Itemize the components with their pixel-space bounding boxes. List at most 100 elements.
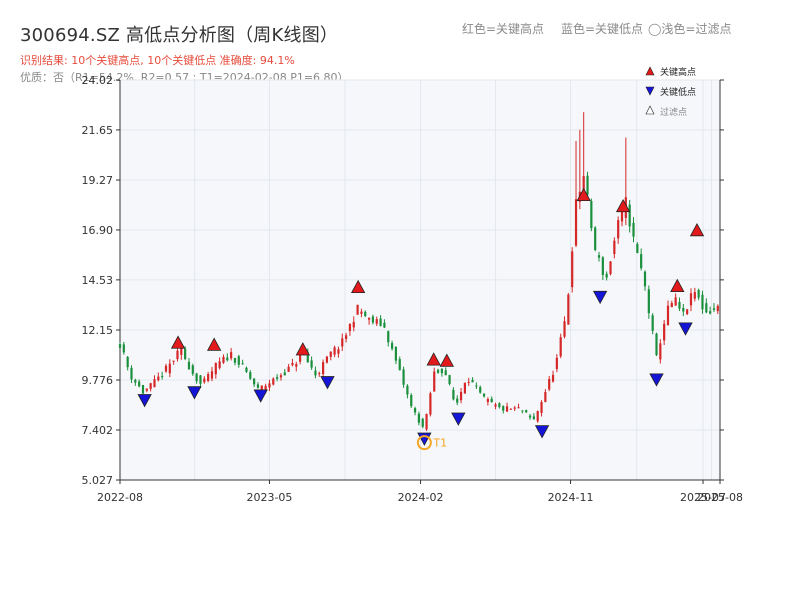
t1-marker xyxy=(416,435,432,451)
candle-body xyxy=(306,352,309,363)
candle-body xyxy=(295,364,298,367)
candle-body xyxy=(590,201,593,229)
candle-body xyxy=(149,383,152,389)
candle-body xyxy=(586,175,589,195)
candle-body xyxy=(233,358,237,363)
candle-body xyxy=(640,254,643,269)
x-tick-label: 2024-11 xyxy=(548,491,594,504)
candle-body xyxy=(379,318,382,326)
candle-body xyxy=(513,407,516,409)
candle-body xyxy=(502,406,505,411)
candle-body xyxy=(574,199,578,246)
key-low-marker xyxy=(187,386,202,400)
y-tick-label: 19.27 xyxy=(82,174,114,187)
key-high-marker xyxy=(295,342,311,356)
candle-body xyxy=(256,384,260,388)
candle-body xyxy=(276,377,279,379)
candle-body xyxy=(164,365,168,372)
candle-body xyxy=(467,381,470,383)
candle-body xyxy=(245,367,248,372)
candle-body xyxy=(521,410,524,412)
candle-body xyxy=(601,257,604,275)
candle-body xyxy=(643,271,647,287)
candle-body xyxy=(540,401,543,413)
key-low-marker xyxy=(534,425,550,439)
candle-body xyxy=(122,344,125,353)
key-high-marker xyxy=(689,222,705,237)
result-summary: 识别结果: 10个关键高点, 10个关键低点 准确度: 94.1% xyxy=(20,54,295,67)
candle-body xyxy=(475,385,478,387)
legend-entry: 关键高点 xyxy=(660,66,696,78)
candle-body xyxy=(582,176,585,191)
candle-body xyxy=(157,376,160,381)
candle-body xyxy=(310,360,313,368)
candle-body xyxy=(647,289,650,314)
candle-body xyxy=(551,374,555,382)
candle-body xyxy=(716,305,719,312)
candle-body xyxy=(505,406,509,412)
candle-body xyxy=(628,204,631,227)
candle-body xyxy=(417,413,421,423)
key-high-marker xyxy=(170,335,186,349)
candle-body xyxy=(268,383,271,388)
candle-body xyxy=(333,347,336,355)
x-tick-label: 2024-02 xyxy=(398,491,444,504)
candle-body xyxy=(452,389,455,400)
candle-body xyxy=(686,309,689,315)
candle-body xyxy=(693,292,696,299)
y-tick-label: 14.53 xyxy=(82,274,114,287)
candle-body xyxy=(287,366,290,372)
candle-body xyxy=(279,375,283,378)
candle-body xyxy=(459,391,463,401)
candle-body xyxy=(371,316,375,323)
candle-body xyxy=(425,414,428,430)
candle-body xyxy=(655,333,658,356)
key-low-marker xyxy=(137,394,152,408)
candle-body xyxy=(260,385,263,391)
candle-body xyxy=(448,375,451,385)
candle-body xyxy=(126,356,129,368)
candle-body xyxy=(666,305,670,326)
candle-body xyxy=(689,293,693,306)
candle-body xyxy=(617,220,620,239)
candle-body xyxy=(525,410,528,413)
candle-body xyxy=(207,374,210,381)
candle-body xyxy=(341,338,344,347)
candle-body xyxy=(187,361,191,370)
candle-body xyxy=(712,308,716,310)
candle-body xyxy=(563,321,566,337)
y-tick-label: 9.776 xyxy=(82,374,114,387)
candle-body xyxy=(195,373,198,382)
candle-body xyxy=(697,289,700,298)
candle-body xyxy=(394,346,398,361)
candle-body xyxy=(636,243,639,253)
candle-body xyxy=(364,311,367,317)
candle-body xyxy=(214,363,217,375)
candle-body xyxy=(145,388,148,391)
candle-body xyxy=(567,294,570,325)
candle-body xyxy=(528,415,532,418)
candle-body xyxy=(482,393,486,397)
candle-body xyxy=(299,355,302,362)
key-high-marker xyxy=(576,187,591,202)
candle-body xyxy=(536,411,539,422)
candle-body xyxy=(344,335,348,339)
legend-entry: 关键低点 xyxy=(660,86,696,98)
candle-body xyxy=(544,392,547,402)
legend-light-note: ◯浅色=过滤点 xyxy=(648,22,732,36)
candle-body xyxy=(210,371,214,379)
key-low-marker xyxy=(253,389,268,403)
candle-body xyxy=(406,385,409,395)
legend-entry: 过滤点 xyxy=(660,106,687,118)
candle-body xyxy=(594,227,597,250)
candle-body xyxy=(203,378,206,383)
candle-body xyxy=(571,251,574,288)
candle-body xyxy=(222,356,225,363)
key-high-marker xyxy=(426,352,441,366)
candle-body xyxy=(218,361,221,368)
legend-filtered-icon xyxy=(645,105,655,115)
candle-body xyxy=(670,303,673,308)
candle-body xyxy=(314,370,317,376)
candle-body xyxy=(130,367,133,380)
candle-body xyxy=(390,343,394,349)
